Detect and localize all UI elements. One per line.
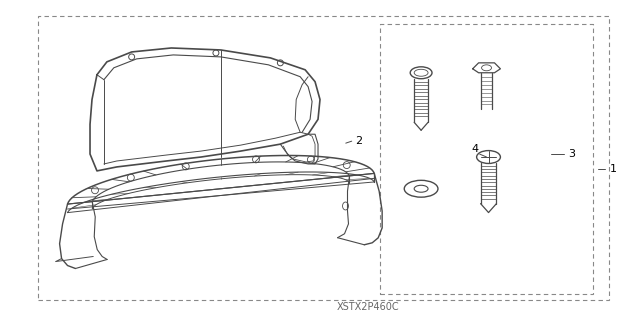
Text: 2: 2 [355,136,362,146]
Text: 3: 3 [568,149,575,159]
Text: 1: 1 [609,164,616,174]
Ellipse shape [481,106,493,113]
Text: XSTX2P460C: XSTX2P460C [336,302,399,312]
Text: 4: 4 [472,144,479,154]
Bar [38,16,609,300]
Bar [380,24,593,294]
